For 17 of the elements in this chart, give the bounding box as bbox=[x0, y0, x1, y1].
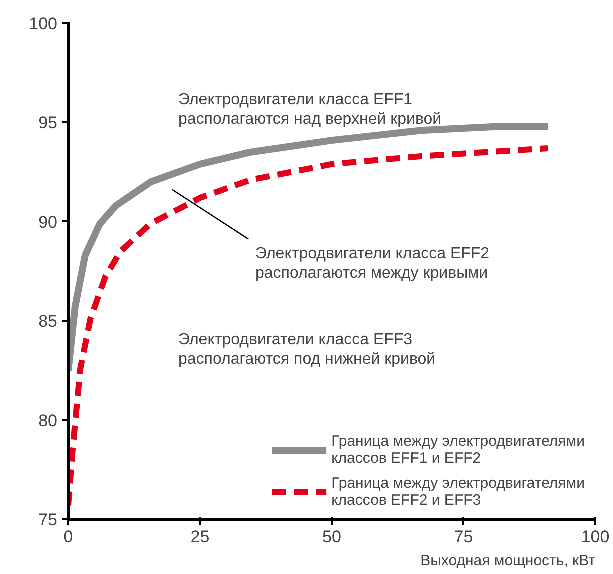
y-tick-label: 95 bbox=[38, 114, 58, 133]
annotation: Электродвигатели класса EFF3 располагаются под нижней кривой bbox=[178, 332, 436, 368]
y-tick-label: 80 bbox=[38, 411, 58, 430]
annotation: Электродвигатели класса EFF1 располагаются над верхней кривой bbox=[178, 92, 442, 128]
x-tick-label: 50 bbox=[322, 528, 342, 546]
y-tick-label: 100 bbox=[29, 14, 58, 34]
y-tick-label: 90 bbox=[38, 212, 58, 232]
x-tick-label: 0 bbox=[64, 528, 74, 546]
legend-label: Граница между электродвигателями классов EFF2 и EFF3 bbox=[332, 475, 585, 509]
x-tick-label: 25 bbox=[190, 528, 210, 546]
y-tick-label: 85 bbox=[38, 312, 58, 332]
annotation: Электродвигатели класса EFF2 располагаются между кривыми bbox=[256, 246, 490, 282]
x-axis-title: Выходная мощность, кВт bbox=[420, 552, 596, 570]
x-tick-label: 100 bbox=[581, 528, 610, 546]
legend-label: Граница между электродвигателями классов EFF1 и EFF2 bbox=[332, 433, 585, 467]
x-tick-label: 75 bbox=[454, 528, 474, 546]
y-tick-label: 75 bbox=[38, 510, 58, 530]
